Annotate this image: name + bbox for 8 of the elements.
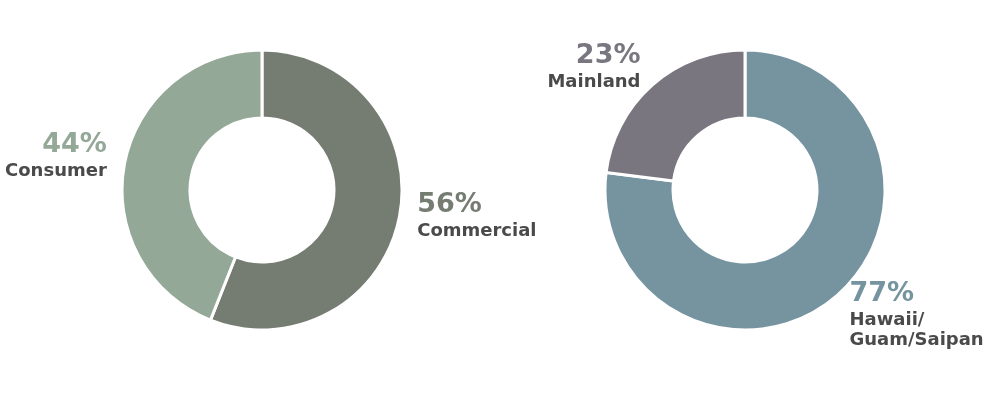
data-label: 56%	[417, 186, 482, 218]
data-label: 44%	[42, 127, 107, 159]
slice-label: Hawaii/Guam/Saipan	[849, 307, 984, 349]
data-label: 23%	[575, 38, 641, 70]
data-label: 77%	[849, 275, 915, 307]
slice-label: Commercial	[417, 218, 537, 240]
slice-label: Consumer	[5, 159, 107, 181]
slice-label: Mainland	[547, 70, 641, 92]
